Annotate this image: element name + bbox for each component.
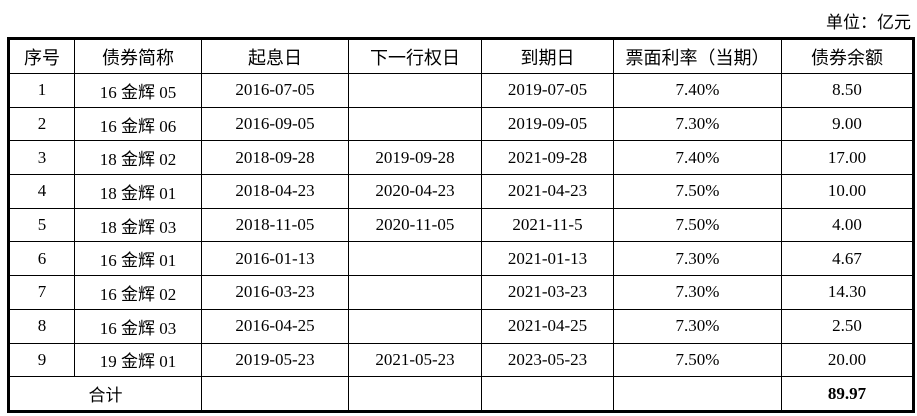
table-cell: 16 金辉 02 <box>74 275 202 310</box>
table-row: 3 18 金辉 02 2018-09-28 2019-09-28 2021-09-28 7… <box>8 140 914 176</box>
table-cell: 2021-01-13 <box>481 241 614 277</box>
table-cell: 2016-01-13 <box>201 241 349 277</box>
table-cell: 2021-11-5 <box>481 207 614 243</box>
table-cell: 18 金辉 02 <box>74 140 202 176</box>
table-cell: 7.30% <box>613 106 782 142</box>
header-row: 序号 债券简称 起息日 下一行权日 到期日 票面利率（当期） 债券余额 <box>8 38 914 74</box>
table-cell: 2018-04-23 <box>201 174 349 209</box>
table-cell: 2019-07-05 <box>481 73 614 108</box>
table-cell: 7.40% <box>613 73 782 108</box>
table-cell: 3 <box>8 140 75 176</box>
table-cell <box>348 73 482 108</box>
table-cell: 7.50% <box>613 174 782 209</box>
unit-label: 单位：亿元 <box>826 13 911 32</box>
table-cell <box>348 241 482 277</box>
table-cell: 7.50% <box>613 207 782 243</box>
total-label: 合计 <box>8 376 202 412</box>
table-cell: 2019-05-23 <box>201 342 349 378</box>
table-cell: 6 <box>8 241 75 277</box>
column-header: 下一行权日 <box>348 38 482 74</box>
table-cell: 8.50 <box>781 73 914 108</box>
table-cell: 7.30% <box>613 308 782 344</box>
column-header: 债券余额 <box>781 38 914 74</box>
table-row: 8 16 金辉 03 2016-04-25 2021-04-25 7.30% 2.50 <box>8 308 914 344</box>
table-cell: 17.00 <box>781 140 914 176</box>
column-header: 序号 <box>8 38 75 74</box>
table-cell: 2016-03-23 <box>201 275 349 310</box>
table-cell: 2016-09-05 <box>201 106 349 142</box>
table-cell: 7.50% <box>613 342 782 378</box>
table-cell: 2020-11-05 <box>348 207 482 243</box>
table-cell: 7 <box>8 275 75 310</box>
table-cell <box>348 308 482 344</box>
table-cell: 8 <box>8 308 75 344</box>
table-row: 9 19 金辉 01 2019-05-23 2021-05-23 2023-05-23 7… <box>8 342 914 378</box>
table-cell: 5 <box>8 207 75 243</box>
table-cell: 2.50 <box>781 308 914 344</box>
total-value: 89.97 <box>781 376 914 412</box>
table-cell: 9.00 <box>781 106 914 142</box>
table-cell: 2016-07-05 <box>201 73 349 108</box>
table-cell: 2021-04-23 <box>481 174 614 209</box>
column-header: 起息日 <box>201 38 349 74</box>
bond-table: 序号 债券简称 起息日 下一行权日 到期日 票面利率（当期） 债券余额 1 16 金辉 05 2… <box>7 37 915 413</box>
table-cell: 2021-04-25 <box>481 308 614 344</box>
table-cell: 9 <box>8 342 75 378</box>
table-cell: 2019-09-05 <box>481 106 614 142</box>
table-cell: 16 金辉 05 <box>74 73 202 108</box>
total-row: 合计 89.97 <box>8 376 914 412</box>
table-cell: 7.30% <box>613 241 782 277</box>
table-cell <box>348 106 482 142</box>
table-cell: 2018-11-05 <box>201 207 349 243</box>
table-cell: 2021-03-23 <box>481 275 614 310</box>
table-cell: 16 金辉 03 <box>74 308 202 344</box>
column-header: 到期日 <box>481 38 614 74</box>
table-cell: 14.30 <box>781 275 914 310</box>
table-cell: 10.00 <box>781 174 914 209</box>
table-cell: 4 <box>8 174 75 209</box>
table-cell: 18 金辉 03 <box>74 207 202 243</box>
table-row: 4 18 金辉 01 2018-04-23 2020-04-23 2021-04-23 7… <box>8 174 914 209</box>
table-cell: 18 金辉 01 <box>74 174 202 209</box>
table-cell: 7.30% <box>613 275 782 310</box>
table-cell: 2 <box>8 106 75 142</box>
table-cell: 2016-04-25 <box>201 308 349 344</box>
table-row: 7 16 金辉 02 2016-03-23 2021-03-23 7.30% 14.30 <box>8 275 914 310</box>
table-cell: 16 金辉 06 <box>74 106 202 142</box>
table-row: 2 16 金辉 06 2016-09-05 2019-09-05 7.30% 9.00 <box>8 106 914 142</box>
table-cell: 2018-09-28 <box>201 140 349 176</box>
table-cell: 2019-09-28 <box>348 140 482 176</box>
table-cell: 2021-09-28 <box>481 140 614 176</box>
table-row: 5 18 金辉 03 2018-11-05 2020-11-05 2021-11-5 7.… <box>8 207 914 243</box>
table-cell: 16 金辉 01 <box>74 241 202 277</box>
table-cell: 20.00 <box>781 342 914 378</box>
table-cell: 4.00 <box>781 207 914 243</box>
column-header: 债券简称 <box>74 38 202 74</box>
table-row: 1 16 金辉 05 2016-07-05 2019-07-05 7.40% 8.50 <box>8 73 914 108</box>
table-cell <box>348 275 482 310</box>
table-cell: 2023-05-23 <box>481 342 614 378</box>
table-row: 6 16 金辉 01 2016-01-13 2021-01-13 7.30% 4.67 <box>8 241 914 277</box>
table-cell: 4.67 <box>781 241 914 277</box>
table-cell: 2020-04-23 <box>348 174 482 209</box>
table-cell: 7.40% <box>613 140 782 176</box>
table-cell: 2021-05-23 <box>348 342 482 378</box>
table-cell: 1 <box>8 73 75 108</box>
column-header: 票面利率（当期） <box>613 38 782 74</box>
table-cell: 19 金辉 01 <box>74 342 202 378</box>
